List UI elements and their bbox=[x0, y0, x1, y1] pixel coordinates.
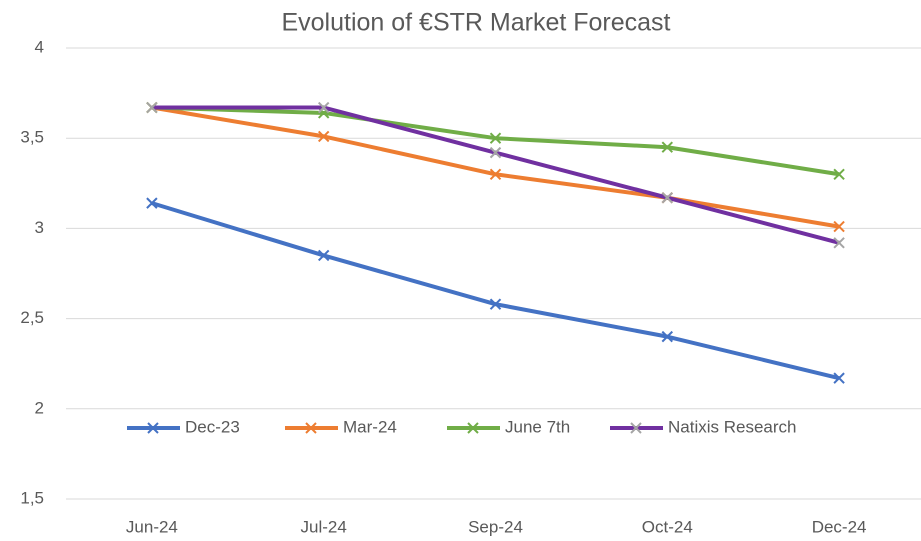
legend-marker bbox=[467, 422, 479, 434]
legend-label: Natixis Research bbox=[668, 417, 797, 436]
series-line bbox=[151, 105, 840, 177]
data-marker bbox=[489, 298, 502, 310]
y-tick-label: 1,5 bbox=[20, 488, 44, 507]
x-tick-label: Jun-24 bbox=[126, 517, 178, 536]
y-tick-label: 3,5 bbox=[20, 128, 44, 147]
data-marker bbox=[489, 168, 502, 180]
data-marker bbox=[489, 132, 502, 144]
data-marker bbox=[146, 197, 158, 209]
data-marker bbox=[833, 168, 845, 180]
data-marker bbox=[317, 249, 330, 262]
data-marker bbox=[833, 372, 845, 384]
legend-marker bbox=[147, 422, 159, 434]
data-marker bbox=[833, 220, 845, 233]
data-marker bbox=[833, 237, 845, 249]
y-tick-label: 4 bbox=[35, 37, 44, 56]
data-marker bbox=[661, 330, 674, 343]
legend-label: June 7th bbox=[505, 417, 570, 436]
legend-marker bbox=[630, 422, 642, 434]
x-tick-label: Dec-24 bbox=[812, 517, 867, 536]
x-tick-label: Jul-24 bbox=[301, 517, 347, 536]
x-tick-label: Oct-24 bbox=[642, 517, 693, 536]
y-tick-label: 3 bbox=[35, 218, 44, 237]
series-line bbox=[151, 201, 840, 381]
data-marker bbox=[317, 130, 330, 143]
data-marker bbox=[489, 146, 502, 159]
legend-label: Dec-23 bbox=[185, 417, 240, 436]
y-tick-label: 2 bbox=[35, 398, 44, 417]
data-marker bbox=[661, 141, 674, 153]
x-tick-label: Sep-24 bbox=[468, 517, 523, 536]
data-marker bbox=[661, 192, 674, 204]
data-marker bbox=[317, 101, 330, 114]
y-tick-label: 2,5 bbox=[20, 308, 44, 327]
series-line bbox=[151, 105, 840, 229]
legend-label: Mar-24 bbox=[343, 417, 397, 436]
chart-title: Evolution of €STR Market Forecast bbox=[281, 9, 670, 37]
legend-marker bbox=[305, 422, 317, 434]
data-marker bbox=[146, 101, 158, 114]
